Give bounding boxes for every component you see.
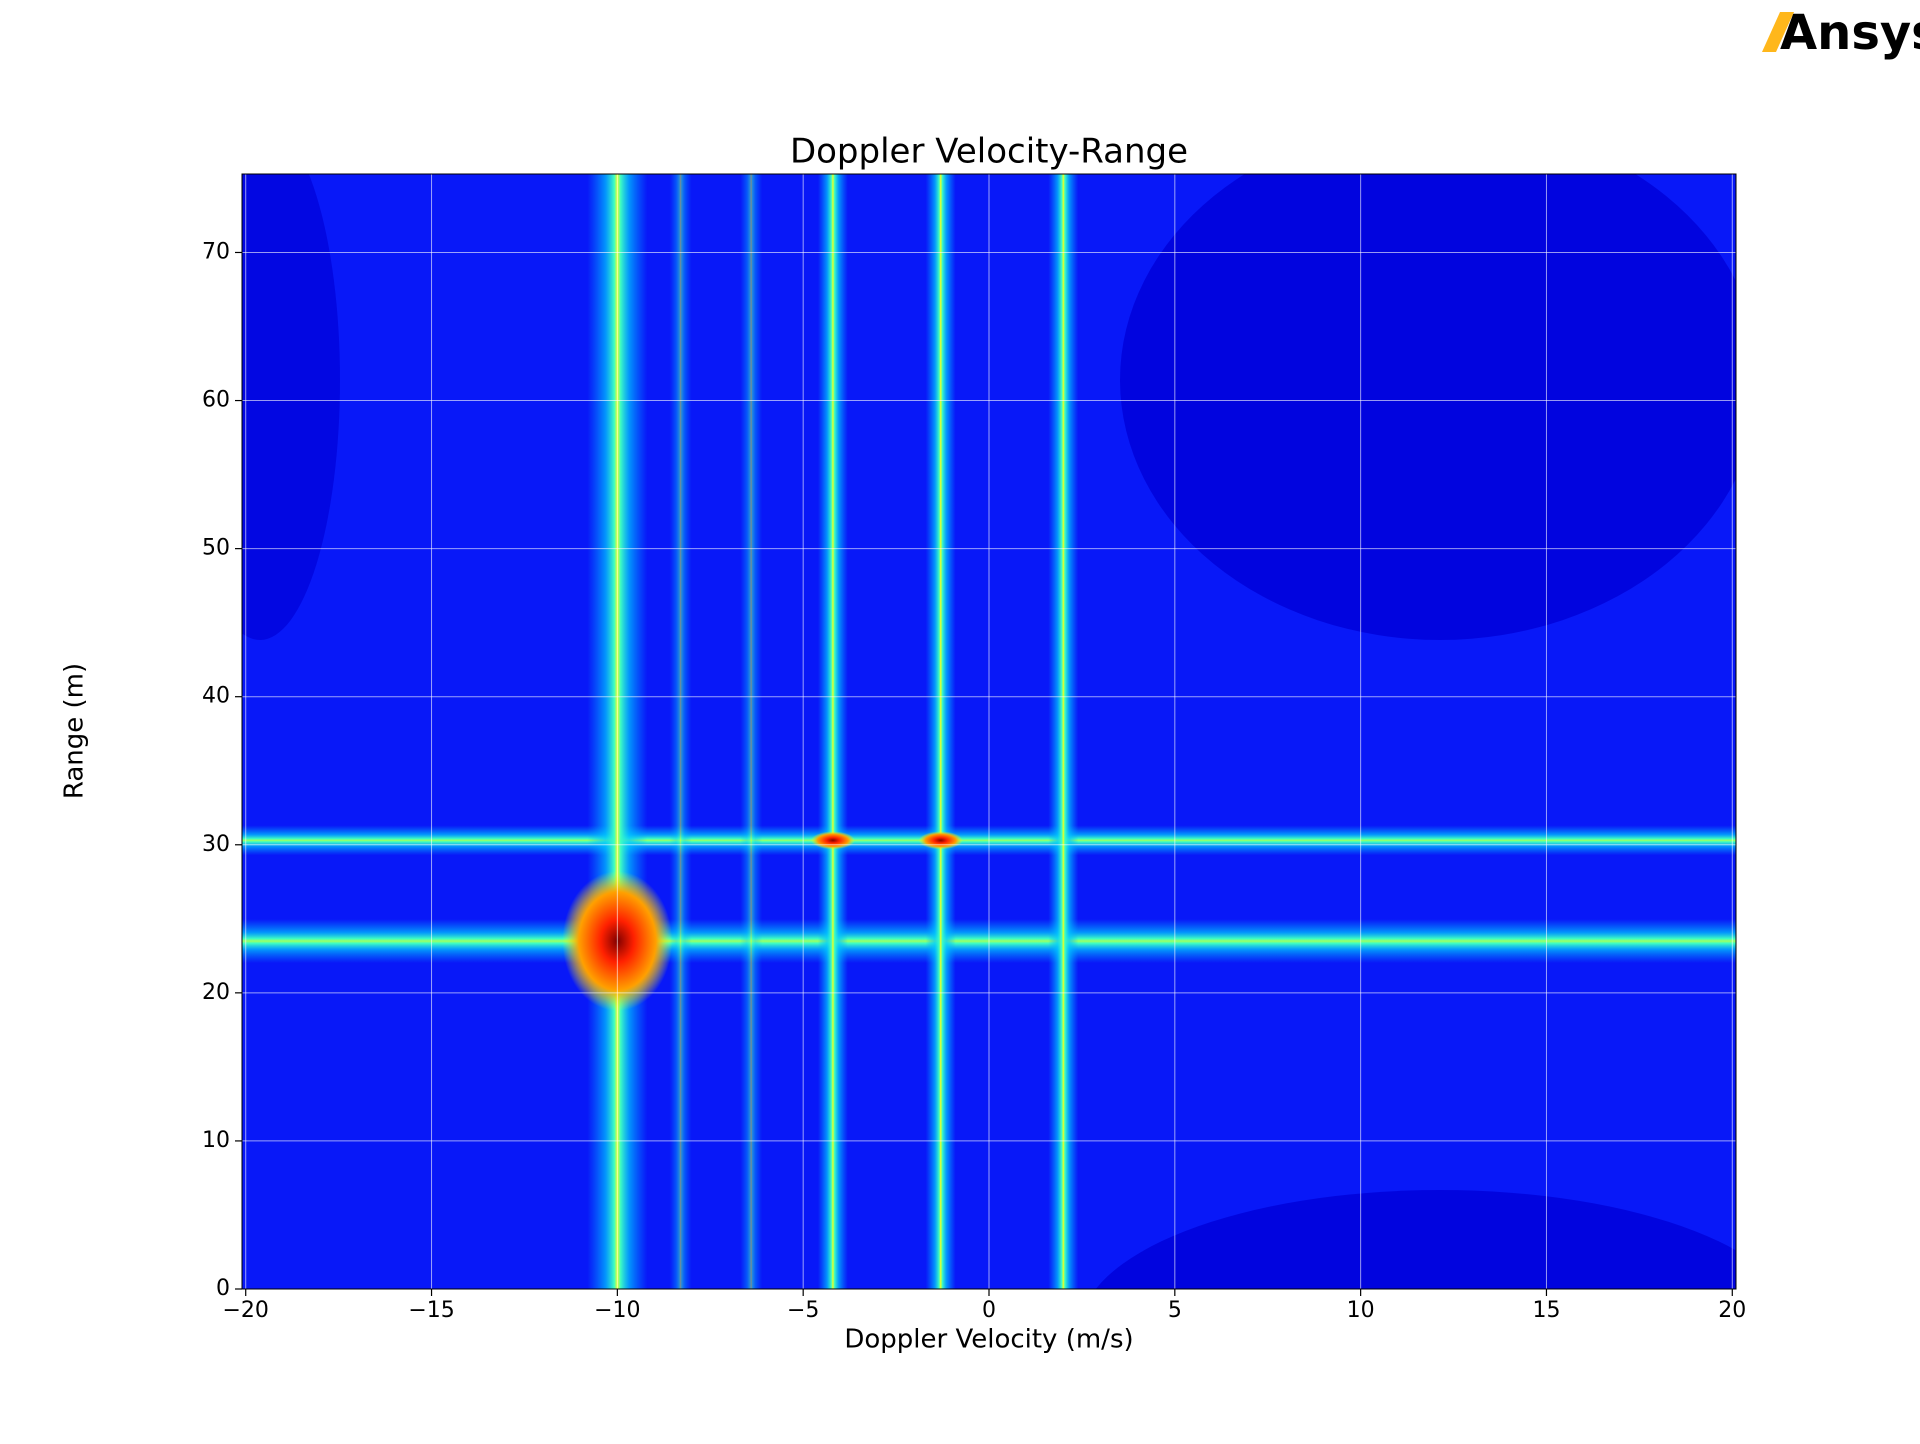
- x-tick-label: 10: [1347, 1298, 1375, 1323]
- y-tick-label: 10: [202, 1128, 230, 1153]
- x-tick-label: 20: [1718, 1298, 1746, 1323]
- x-tick-label: 0: [982, 1298, 996, 1323]
- plot-area: [242, 174, 1736, 1289]
- y-tick-label: 60: [202, 388, 230, 413]
- y-tick-label: 20: [202, 980, 230, 1005]
- x-tick-label: −10: [594, 1298, 640, 1323]
- y-tick-label: 40: [202, 684, 230, 709]
- velocity-streak: [1048, 174, 1079, 1289]
- x-tick-label: 15: [1532, 1298, 1560, 1323]
- plot-frame: [241, 173, 1737, 1290]
- velocity-streak: [740, 174, 763, 1289]
- logo: Ansys: [1762, 5, 1920, 61]
- velocity-streak: [817, 174, 848, 1289]
- y-tick-label: 50: [202, 536, 230, 561]
- y-tick-label: 0: [216, 1276, 230, 1301]
- low-region: [1095, 1190, 1736, 1289]
- peak: [918, 831, 963, 850]
- y-axis-label: Range (m): [60, 663, 90, 799]
- x-tick-label: −15: [408, 1298, 454, 1323]
- x-tick-label: −20: [222, 1298, 268, 1323]
- velocity-streak: [669, 174, 692, 1289]
- y-tick-label: 30: [202, 832, 230, 857]
- x-tick-label: −5: [787, 1298, 819, 1323]
- x-axis-label: Doppler Velocity (m/s): [844, 1325, 1133, 1355]
- chart-title: Doppler Velocity-Range: [790, 132, 1188, 172]
- velocity-streak: [925, 174, 956, 1289]
- low-region: [242, 174, 340, 640]
- y-tick-label: 70: [202, 239, 230, 264]
- peak: [810, 831, 855, 850]
- low-region: [1120, 174, 1736, 640]
- logo-mark: [1762, 12, 1794, 52]
- logo-text: Ansys: [1780, 5, 1920, 61]
- x-tick-label: 5: [1168, 1298, 1182, 1323]
